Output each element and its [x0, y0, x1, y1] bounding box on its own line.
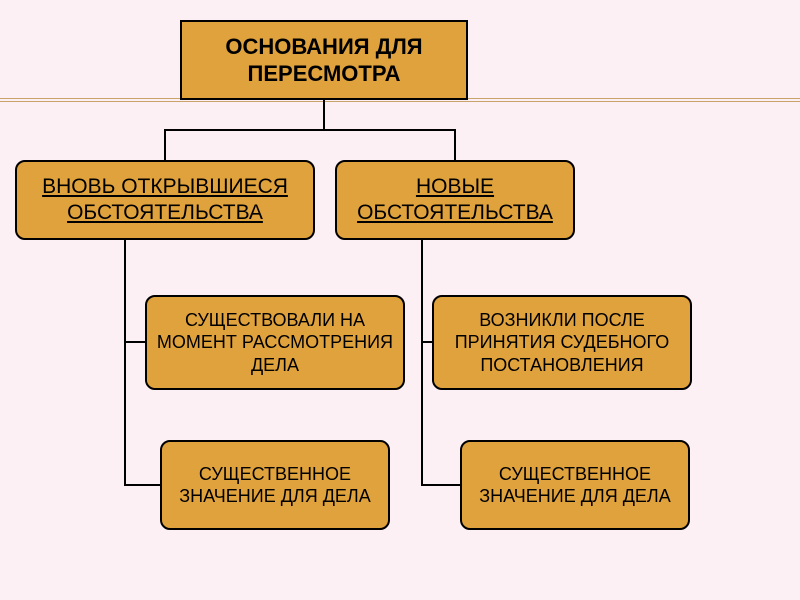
edge	[422, 240, 432, 342]
node-left2-label: СУЩЕСТВОВАЛИ НА МОМЕНТ РАССМОТРЕНИЯ ДЕЛА	[155, 309, 395, 377]
node-left3-label: СУЩЕСТВЕННОЕ ЗНАЧЕНИЕ ДЛЯ ДЕЛА	[170, 463, 380, 508]
node-right2: ВОЗНИКЛИ ПОСЛЕ ПРИНЯТИЯ СУДЕБНОГО ПОСТАН…	[432, 295, 692, 390]
edge	[125, 240, 145, 342]
node-right3: СУЩЕСТВЕННОЕ ЗНАЧЕНИЕ ДЛЯ ДЕЛА	[460, 440, 690, 530]
decor-line-2	[0, 101, 800, 102]
edge	[324, 100, 455, 160]
node-right3-label: СУЩЕСТВЕННОЕ ЗНАЧЕНИЕ ДЛЯ ДЕЛА	[470, 463, 680, 508]
node-left3: СУЩЕСТВЕННОЕ ЗНАЧЕНИЕ ДЛЯ ДЕЛА	[160, 440, 390, 530]
node-left1-label: ВНОВЬ ОТКРЫВШИЕСЯ ОБСТОЯТЕЛЬСТВА	[25, 174, 305, 227]
edge	[165, 100, 324, 160]
node-right2-label: ВОЗНИКЛИ ПОСЛЕ ПРИНЯТИЯ СУДЕБНОГО ПОСТАН…	[442, 309, 682, 377]
node-left2: СУЩЕСТВОВАЛИ НА МОМЕНТ РАССМОТРЕНИЯ ДЕЛА	[145, 295, 405, 390]
node-right1: НОВЫЕ ОБСТОЯТЕЛЬСТВА	[335, 160, 575, 240]
node-right1-label: НОВЫЕ ОБСТОЯТЕЛЬСТВА	[345, 174, 565, 227]
node-root-label: ОСНОВАНИЯ ДЛЯ ПЕРЕСМОТРА	[190, 33, 458, 88]
node-root: ОСНОВАНИЯ ДЛЯ ПЕРЕСМОТРА	[180, 20, 468, 100]
node-left1: ВНОВЬ ОТКРЫВШИЕСЯ ОБСТОЯТЕЛЬСТВА	[15, 160, 315, 240]
